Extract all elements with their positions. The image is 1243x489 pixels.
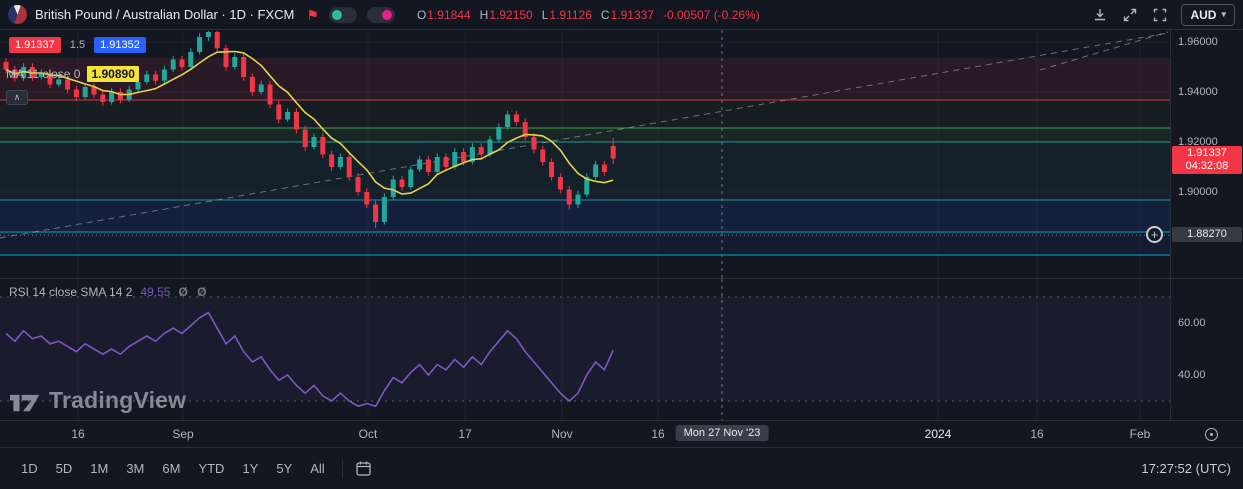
collapse-legend-button[interactable]: ∧	[6, 90, 28, 105]
close-label: C	[600, 7, 610, 22]
status-toggle-pink[interactable]	[366, 6, 395, 23]
axis-target-icon[interactable]	[1204, 427, 1219, 442]
range-button-6m[interactable]: 6M	[162, 461, 181, 476]
bottom-toolbar: 1D 5D 1M 3M 6M YTD 1Y 5Y All 17:27:52 (UTC)	[0, 447, 1243, 489]
range-button-1y[interactable]: 1Y	[242, 461, 259, 476]
flag-icon[interactable]: ⚑	[306, 6, 319, 23]
low-value: 1.91126	[549, 7, 592, 22]
close-value: 1.91337	[610, 7, 654, 22]
time-tick: Feb	[1129, 427, 1151, 441]
symbol-title[interactable]: British Pound / Australian Dollar · 1D ·…	[35, 7, 295, 22]
symbol-logo[interactable]	[8, 5, 27, 24]
price-tick: 1.94000	[1178, 86, 1218, 98]
time-tick: 17	[458, 427, 472, 441]
add-alert-icon[interactable]: +	[1146, 226, 1163, 244]
tradingview-logo-icon	[10, 394, 40, 411]
range-button-3m[interactable]: 3M	[126, 461, 145, 476]
clock[interactable]: 17:27:52 (UTC)	[1141, 461, 1231, 476]
price-labels-row: 1.91337 1.5 1.91352	[9, 37, 146, 53]
high-label: H	[479, 7, 489, 22]
expand-icon[interactable]	[1117, 3, 1143, 27]
change-value: -0.00507 (-0.26%)	[662, 7, 760, 22]
last-price-badge: 1.91337 04:32:08	[1172, 145, 1242, 174]
drawing-value: 1.5	[69, 39, 86, 51]
status-toggle-green[interactable]	[328, 6, 357, 23]
open-value: 1.91844	[427, 7, 471, 22]
download-icon[interactable]	[1087, 3, 1113, 27]
high-value: 1.92150	[489, 7, 533, 22]
rsi-chart-canvas[interactable]	[0, 279, 1170, 420]
time-tick: 16	[71, 427, 85, 441]
price-pane[interactable]: 1.91337 1.5 1.91352 MA 11 close 0 1.9089…	[0, 30, 1170, 278]
ma-value: 1.90890	[87, 66, 139, 82]
topbar-right-tools: AUD ▾	[1087, 3, 1235, 27]
ma-line	[5, 50, 614, 195]
currency-label: AUD	[1190, 7, 1217, 22]
time-tick: 16	[1030, 427, 1044, 441]
rsi-pane[interactable]: RSI 14 close SMA 14 2 49.55 Ø Ø TradingV…	[0, 279, 1170, 420]
crosshair-date-badge: Mon 27 Nov '23	[675, 425, 769, 441]
chevron-up-icon: ∧	[13, 92, 21, 102]
bar-countdown: 04:32:08	[1185, 159, 1229, 172]
tradingview-watermark: TradingView	[10, 387, 186, 414]
ma-legend[interactable]: MA 11 close 0 1.90890	[6, 66, 139, 82]
fullscreen-icon[interactable]	[1147, 3, 1173, 27]
time-tick: 16	[651, 427, 665, 441]
rsi-line	[5, 311, 614, 408]
hidden-series-icons[interactable]: Ø Ø	[178, 285, 210, 299]
time-tick: Sep	[172, 427, 194, 441]
time-tick: 2024	[924, 427, 952, 441]
goto-date-icon[interactable]	[351, 457, 377, 481]
currency-dropdown[interactable]: AUD ▾	[1181, 3, 1235, 26]
rsi-title: RSI 14 close SMA 14 2	[9, 285, 133, 299]
time-tick: Oct	[358, 427, 378, 441]
range-buttons: 1D 5D 1M 3M 6M YTD 1Y 5Y All	[12, 457, 334, 480]
ma-title: MA 11 close 0	[6, 67, 81, 81]
rsi-legend[interactable]: RSI 14 close SMA 14 2 49.55 Ø Ø	[9, 285, 209, 299]
range-button-5d[interactable]: 5D	[55, 461, 73, 476]
price-tick: 1.90000	[1178, 186, 1218, 198]
range-button-all[interactable]: All	[310, 461, 325, 476]
price-badge-blue[interactable]: 1.91352	[94, 37, 146, 53]
marked-price-badge: 1.88270	[1172, 227, 1242, 243]
open-label: O	[416, 7, 427, 22]
time-axis[interactable]: Mon 27 Nov '23 16 Sep Oct 17 Nov 16 2024 16 Feb	[0, 420, 1243, 447]
rsi-tick: 40.00	[1178, 369, 1206, 381]
price-chart-canvas[interactable]	[0, 30, 1170, 278]
range-button-1d[interactable]: 1D	[21, 461, 38, 476]
price-scale[interactable]: 1.96000 1.94000 1.92000 1.90000 1.91337 04:32…	[1170, 30, 1243, 420]
rsi-value: 49.55	[140, 285, 171, 299]
last-price: 1.91337	[1187, 146, 1227, 159]
low-label: L	[541, 7, 549, 22]
target-ring-icon	[1205, 428, 1218, 441]
rsi-tick: 60.00	[1178, 317, 1206, 329]
pink-dot-icon	[381, 9, 392, 20]
watermark-text: TradingView	[49, 387, 187, 413]
chart-area: 1.91337 1.5 1.91352 MA 11 close 0 1.9089…	[0, 30, 1243, 420]
pane-divider[interactable]	[0, 278, 1243, 279]
top-toolbar: British Pound / Australian Dollar · 1D ·…	[0, 0, 1243, 30]
chevron-down-icon: ▾	[1221, 9, 1226, 19]
time-tick: Nov	[551, 427, 573, 441]
ohlc-readout: O1.91844 H1.92150 L1.91126 C1.91337 -0.0…	[417, 8, 760, 22]
green-dot-icon	[331, 9, 342, 20]
price-tick: 1.96000	[1178, 36, 1218, 48]
range-button-ytd[interactable]: YTD	[198, 461, 225, 476]
toolbar-divider	[341, 459, 343, 478]
range-button-5y[interactable]: 5Y	[276, 461, 293, 476]
range-button-1m[interactable]: 1M	[90, 461, 109, 476]
price-badge-red[interactable]: 1.91337	[9, 37, 61, 53]
price-tick: 1.92000	[1178, 136, 1218, 148]
